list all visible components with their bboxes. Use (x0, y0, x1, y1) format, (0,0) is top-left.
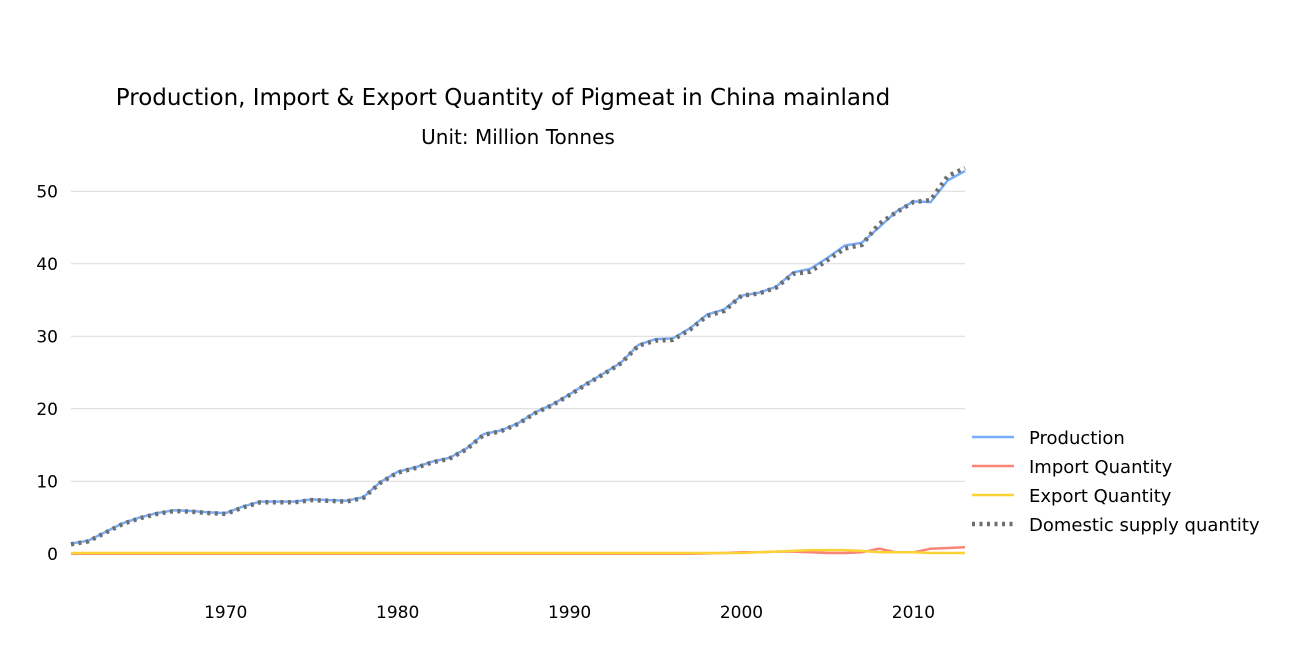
y-tick-label: 50 (36, 182, 58, 202)
x-tick-label: 1990 (548, 603, 591, 623)
gridlines (71, 190, 965, 482)
x-tick-label: 2010 (892, 603, 935, 623)
y-tick-label: 40 (36, 255, 58, 275)
y-axis-ticks: 0 10 20 30 40 50 (36, 182, 58, 565)
x-tick-label: 1980 (376, 603, 419, 623)
legend-label-domestic-supply-quantity: Domestic supply quantity (1029, 515, 1260, 536)
y-tick-label: 10 (36, 472, 58, 492)
y-tick-label: 20 (36, 400, 58, 420)
domestic-supply-quantity-line (70, 165, 966, 547)
x-axis-ticks: 1970 1980 1990 2000 2010 (204, 603, 935, 623)
x-tick-label: 1970 (204, 603, 247, 623)
y-tick-label: 30 (36, 327, 58, 347)
export-quantity-line (71, 548, 965, 555)
production-line (70, 169, 966, 545)
legend: Production Import Quantity Export Quantity… (972, 428, 1260, 536)
legend-label-production: Production (1029, 428, 1125, 449)
legend-label-import-quantity: Import Quantity (1029, 457, 1173, 478)
y-tick-label: 0 (47, 545, 58, 565)
chart-title: Production, Import & Export Quantity of … (116, 85, 890, 111)
series-lines (70, 165, 966, 556)
chart-subtitle: Unit: Million Tonnes (421, 125, 615, 149)
x-tick-label: 2000 (720, 603, 763, 623)
legend-label-export-quantity: Export Quantity (1029, 486, 1172, 507)
